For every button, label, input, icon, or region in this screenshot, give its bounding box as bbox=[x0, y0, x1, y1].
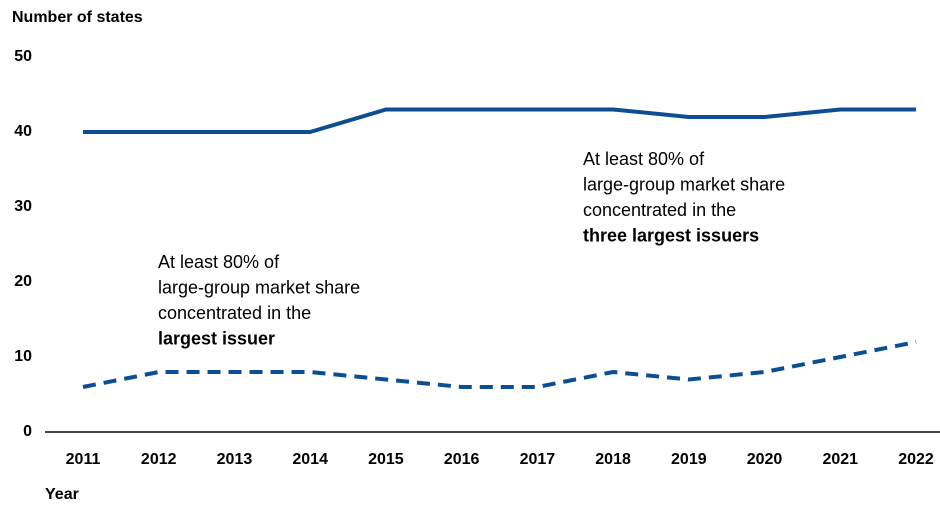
annotation-bold: three largest issuers bbox=[583, 225, 759, 245]
annotation-line: At least 80% of bbox=[158, 252, 280, 272]
line-series bbox=[83, 107, 916, 134]
annotation-bold: largest issuer bbox=[158, 328, 275, 348]
x-tick-label: 2018 bbox=[595, 451, 631, 468]
x-tick-label: 2021 bbox=[822, 451, 858, 468]
x-tick-label: 2011 bbox=[66, 451, 101, 468]
line-series bbox=[82, 340, 917, 389]
y-tick-label: 0 bbox=[23, 423, 32, 440]
y-tick-label: 50 bbox=[14, 48, 32, 65]
x-tick-label: 2017 bbox=[520, 451, 556, 468]
y-tick-label: 20 bbox=[14, 273, 32, 290]
x-tick-label: 2016 bbox=[444, 451, 480, 468]
x-tick-label: 2020 bbox=[747, 451, 783, 468]
y-tick-label: 40 bbox=[14, 123, 32, 140]
annotation-line: large-group market share bbox=[158, 277, 360, 297]
y-axis-label: Number of states bbox=[12, 9, 143, 26]
x-tick-label: 2014 bbox=[292, 451, 328, 468]
y-tick-label: 10 bbox=[14, 348, 32, 365]
x-axis-label: Year bbox=[45, 486, 79, 503]
x-tick-label: 2013 bbox=[217, 451, 253, 468]
y-tick-label: 30 bbox=[14, 198, 32, 215]
annotation-line: large-group market share bbox=[583, 174, 785, 194]
annotation-line: concentrated in the bbox=[158, 303, 311, 323]
x-tick-label: 2019 bbox=[671, 451, 707, 468]
x-tick-label: 2022 bbox=[898, 451, 934, 468]
annotation-line: At least 80% of bbox=[583, 149, 705, 169]
annotation-line: concentrated in the bbox=[583, 200, 736, 220]
x-tick-label: 2015 bbox=[368, 451, 404, 468]
x-tick-label: 2012 bbox=[141, 451, 177, 468]
